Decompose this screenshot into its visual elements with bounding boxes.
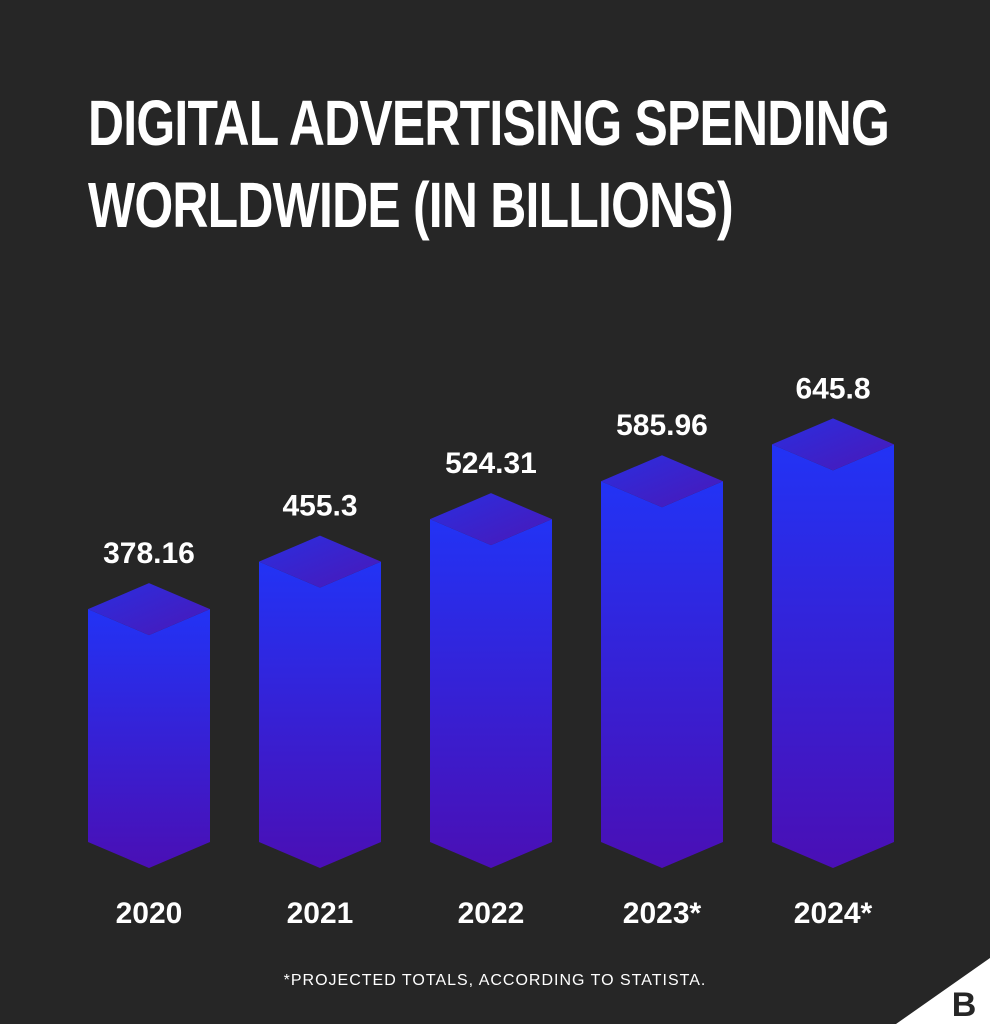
bigcommerce-logo-icon: B [896, 958, 990, 1024]
bar-cap-0 [88, 583, 210, 636]
year-labels-group: 2020 2021 2022 2023* 2024* [116, 897, 873, 930]
bar-0 [88, 609, 210, 868]
chart-title-line-1: DIGITAL ADVERTISING SPENDING [88, 87, 890, 159]
year-label-3: 2023* [623, 897, 702, 930]
bar-4 [772, 444, 894, 868]
value-labels-group: 378.16 455.3 524.31 585.96 645.8 [103, 372, 870, 570]
year-label-4: 2024* [794, 897, 873, 930]
bar-1 [259, 561, 381, 868]
bar-2 [430, 519, 552, 868]
year-label-0: 2020 [116, 897, 183, 930]
year-label-1: 2021 [287, 897, 354, 930]
bar-3 [601, 481, 723, 868]
bar-cap-4 [772, 418, 894, 471]
bar-cap-3 [601, 455, 723, 508]
bars-group [88, 418, 894, 868]
bar-cap-2 [430, 493, 552, 546]
year-label-2: 2022 [458, 897, 525, 930]
footnote: *PROJECTED TOTALS, ACCORDING TO STATISTA… [283, 972, 707, 989]
value-label-2: 524.31 [445, 447, 537, 480]
bar-cap-1 [259, 535, 381, 588]
chart-title-line-2: WORLDWIDE (IN BILLIONS) [88, 169, 734, 241]
chart-title: DIGITAL ADVERTISING SPENDING WORLDWIDE (… [88, 82, 890, 246]
value-label-3: 585.96 [616, 409, 708, 442]
value-label-1: 455.3 [282, 490, 357, 523]
value-label-4: 645.8 [795, 372, 870, 405]
logo-letter: B [952, 986, 977, 1024]
value-label-0: 378.16 [103, 537, 195, 570]
